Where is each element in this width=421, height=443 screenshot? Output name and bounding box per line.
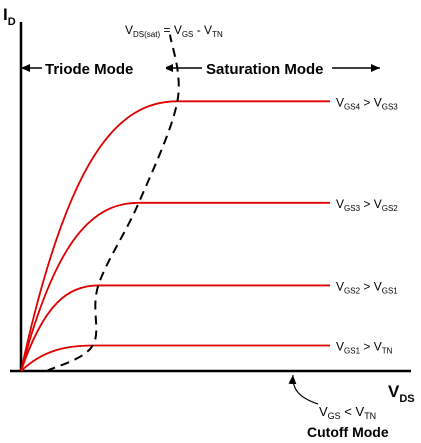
cutoff-pointer-arrow [288,374,319,405]
saturation-label-background [202,58,332,78]
curves-layer [20,100,330,372]
series-label-2: VGS2 > VGS1 [336,279,398,295]
series-labels: VGS1 > VTN VGS2 > VGS1 VGS3 > VGS2 VGS4 > V… [336,95,398,355]
cutoff-condition-label: VGS < VTN [319,404,376,421]
cutoff-mode-label: Cutoff Mode [307,424,389,440]
id-curve-3 [20,201,330,372]
saturation-mode-label: Saturation Mode [206,61,324,78]
id-curve-2 [20,284,330,372]
vds-sat-label: VDS(sat) = VGS - VTN [125,23,223,39]
id-curve-4 [20,100,330,372]
series-label-4: VGS4 > VGS3 [336,95,398,111]
y-axis-label: ID [3,5,16,28]
x-axis-label: VDS [388,382,415,405]
vds-sat-boundary-curve [46,34,180,372]
triode-mode-label: Triode Mode [45,61,133,78]
id-curve-1 [20,344,330,372]
series-label-1: VGS1 > VTN [336,339,393,355]
series-label-3: VGS3 > VGS2 [336,197,398,213]
triode-label-background [42,58,166,78]
